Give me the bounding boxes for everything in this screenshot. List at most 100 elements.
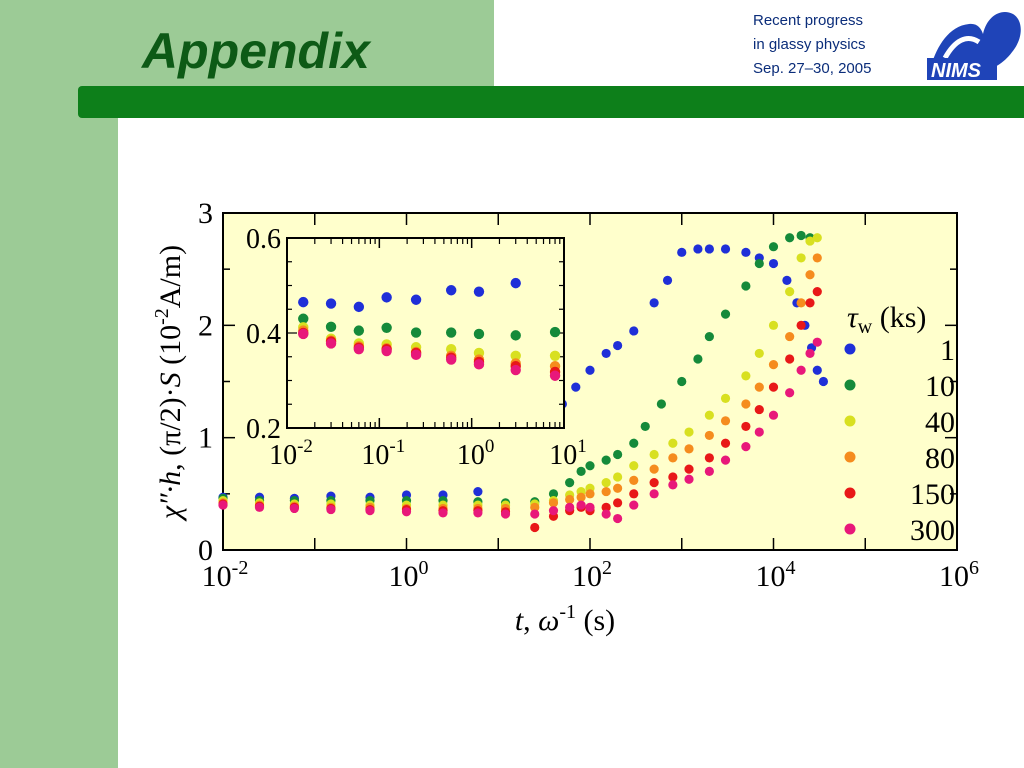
data-point-tw-10 xyxy=(768,242,779,252)
data-point-tw-1 xyxy=(601,348,611,359)
data-point-tw-300 xyxy=(401,507,412,517)
data-point-tw-150 xyxy=(649,478,659,488)
inset-x-tick-label: 100 xyxy=(457,436,495,471)
data-point-tw-80 xyxy=(585,489,595,499)
conference-line-1: Recent progress xyxy=(753,12,864,29)
data-point-tw-40 xyxy=(754,348,764,359)
inset-data-point-tw-300 xyxy=(510,364,521,376)
data-point-tw-300 xyxy=(613,513,623,524)
data-point-tw-1 xyxy=(662,275,673,285)
data-point-tw-10 xyxy=(677,376,687,387)
data-point-tw-10 xyxy=(741,281,751,291)
data-point-tw-150 xyxy=(629,489,639,499)
data-point-tw-1 xyxy=(693,244,703,254)
inset-x-tick-label: 10-1 xyxy=(361,436,405,471)
data-point-tw-80 xyxy=(812,253,822,263)
legend-marker-tw-150 xyxy=(844,487,856,499)
data-point-tw-40 xyxy=(668,438,678,448)
logo-white-stroke xyxy=(942,36,981,60)
inset-data-point-tw-10 xyxy=(445,327,457,338)
data-point-tw-300 xyxy=(805,348,815,359)
inset-data-point-tw-10 xyxy=(549,326,561,338)
inset-data-point-tw-1 xyxy=(353,301,365,313)
data-point-tw-300 xyxy=(218,500,228,510)
data-point-tw-40 xyxy=(812,233,822,243)
data-point-tw-10 xyxy=(796,230,806,241)
data-point-tw-150 xyxy=(785,354,795,364)
data-point-tw-80 xyxy=(720,416,731,426)
data-point-tw-1 xyxy=(812,365,822,375)
inset-x-tick-label: 10-2 xyxy=(269,436,313,471)
data-point-tw-40 xyxy=(704,410,714,420)
inset-tick-labels: 10-2 10-1 100 101 0.2 0.4 0.6 xyxy=(246,224,587,471)
data-point-tw-1 xyxy=(629,326,639,336)
inset-data-point-tw-10 xyxy=(353,325,365,336)
data-point-tw-1 xyxy=(571,382,581,392)
data-point-tw-150 xyxy=(754,404,764,415)
data-point-tw-40 xyxy=(601,478,611,488)
inset-data-point-tw-1 xyxy=(325,298,337,309)
inset-y-tick-label: 0.4 xyxy=(246,319,281,350)
data-point-tw-80 xyxy=(805,270,815,280)
data-point-tw-300 xyxy=(326,504,336,515)
x-tick-label: 104 xyxy=(756,557,796,593)
data-point-tw-10 xyxy=(704,331,714,342)
data-point-tw-1 xyxy=(677,247,687,257)
data-point-tw-150 xyxy=(796,320,806,330)
data-point-tw-10 xyxy=(656,399,666,409)
data-point-tw-10 xyxy=(613,449,623,460)
data-point-tw-10 xyxy=(548,489,559,499)
data-point-tw-150 xyxy=(668,472,678,482)
nims-logo: NIMS xyxy=(927,12,1021,82)
inset-data-point-tw-1 xyxy=(381,292,392,303)
y-tick-label: 0 xyxy=(198,534,213,567)
inset-y-tick-label: 0.6 xyxy=(246,224,281,255)
legend-label-tw-1: 1 xyxy=(940,334,955,367)
data-point-tw-40 xyxy=(768,320,779,330)
data-point-tw-300 xyxy=(438,508,448,518)
data-point-tw-300 xyxy=(684,474,694,484)
data-point-tw-10 xyxy=(785,233,795,243)
data-point-tw-300 xyxy=(741,442,751,452)
inset-data-points xyxy=(298,277,561,381)
inset-data-point-tw-300 xyxy=(353,343,365,355)
logo-text-bg xyxy=(927,58,997,80)
data-point-tw-80 xyxy=(565,494,575,505)
data-point-tw-80 xyxy=(576,492,586,502)
data-point-tw-150 xyxy=(530,522,540,533)
inset-data-point-tw-300 xyxy=(549,370,561,381)
legend-marker-tw-10 xyxy=(844,379,856,391)
data-point-tw-1 xyxy=(473,486,483,497)
data-point-tw-10 xyxy=(693,354,703,364)
legend-label-tw-10: 10 xyxy=(925,370,955,403)
inset-axis-ticks xyxy=(286,237,565,429)
data-point-tw-300 xyxy=(796,365,806,375)
data-point-tw-40 xyxy=(805,236,815,246)
data-point-tw-300 xyxy=(365,506,375,516)
data-point-tw-300 xyxy=(601,509,611,519)
data-point-tw-40 xyxy=(629,461,639,471)
inset-data-point-tw-10 xyxy=(298,313,309,324)
x-tick-label: 106 xyxy=(939,557,979,593)
legend-label-tw-300: 300 xyxy=(910,514,955,547)
data-point-tw-1 xyxy=(585,365,595,375)
data-point-tw-10 xyxy=(576,466,586,476)
legend-marker-tw-1 xyxy=(844,343,856,355)
data-point-tw-1 xyxy=(704,244,714,254)
x-tick-label: 100 xyxy=(389,557,429,593)
data-point-tw-80 xyxy=(601,486,611,497)
inset-y-tick-label: 0.2 xyxy=(246,414,281,445)
data-point-tw-150 xyxy=(720,438,731,448)
data-point-tw-150 xyxy=(741,421,751,432)
data-point-tw-40 xyxy=(649,449,659,460)
inset-data-point-tw-1 xyxy=(410,294,422,305)
data-point-tw-80 xyxy=(613,483,623,493)
data-point-tw-150 xyxy=(812,287,822,297)
inset-data-point-tw-1 xyxy=(298,296,309,308)
data-point-tw-80 xyxy=(668,453,678,463)
data-point-tw-150 xyxy=(613,498,623,508)
inset-data-point-tw-10 xyxy=(510,330,521,341)
inset-data-point-tw-300 xyxy=(473,359,485,370)
